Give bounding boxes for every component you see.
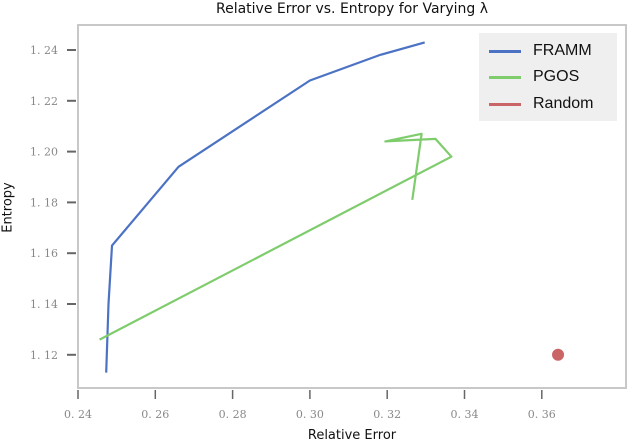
series-pgos-line: [99, 132, 453, 341]
x-tick-label: 0. 36: [528, 408, 556, 421]
legend-label-pgos: PGOS: [533, 68, 580, 85]
legend-item-framm: FRAMM: [489, 37, 592, 65]
y-axis-label: Entropy: [0, 182, 16, 233]
x-tick-label: 0. 32: [373, 408, 401, 421]
y-tick-label: 1. 20: [30, 146, 58, 159]
y-tick-label: 1. 12: [30, 349, 58, 362]
x-tick-label: 0. 24: [64, 408, 92, 421]
series-framm-line: [105, 41, 425, 373]
chart-title: Relative Error vs. Entropy for Varying λ: [215, 1, 488, 17]
legend-swatch-pgos: [489, 75, 521, 79]
series-random-point: [552, 348, 565, 361]
y-tick-label: 1. 22: [30, 95, 58, 108]
legend-item-pgos: PGOS: [489, 63, 579, 91]
x-tick-label: 0. 30: [296, 408, 324, 421]
x-axis: 0. 24 0. 26 0. 28 0. 30 0. 32 0. 34 0. 36: [64, 390, 556, 421]
x-tick-label: 0. 28: [219, 408, 247, 421]
x-axis-label: Relative Error: [307, 428, 397, 443]
x-tick-label: 0. 34: [451, 408, 479, 421]
legend-swatch-framm: [489, 49, 521, 53]
y-tick-label: 1. 14: [30, 298, 58, 311]
series-layer: [99, 41, 565, 373]
x-tick-label: 0. 26: [141, 408, 169, 421]
y-tick-label: 1. 18: [30, 196, 58, 209]
y-axis: 1. 12 1. 14 1. 16 1. 18 1. 20 1. 22 1. 24: [30, 44, 76, 362]
legend: FRAMM PGOS Random: [479, 33, 617, 121]
legend-label-framm: FRAMM: [533, 42, 592, 59]
y-tick-label: 1. 16: [30, 247, 58, 260]
y-tick-label: 1. 24: [30, 44, 58, 57]
legend-swatch-random: [489, 102, 521, 106]
legend-item-random: Random: [489, 90, 593, 118]
legend-label-random: Random: [533, 95, 594, 112]
